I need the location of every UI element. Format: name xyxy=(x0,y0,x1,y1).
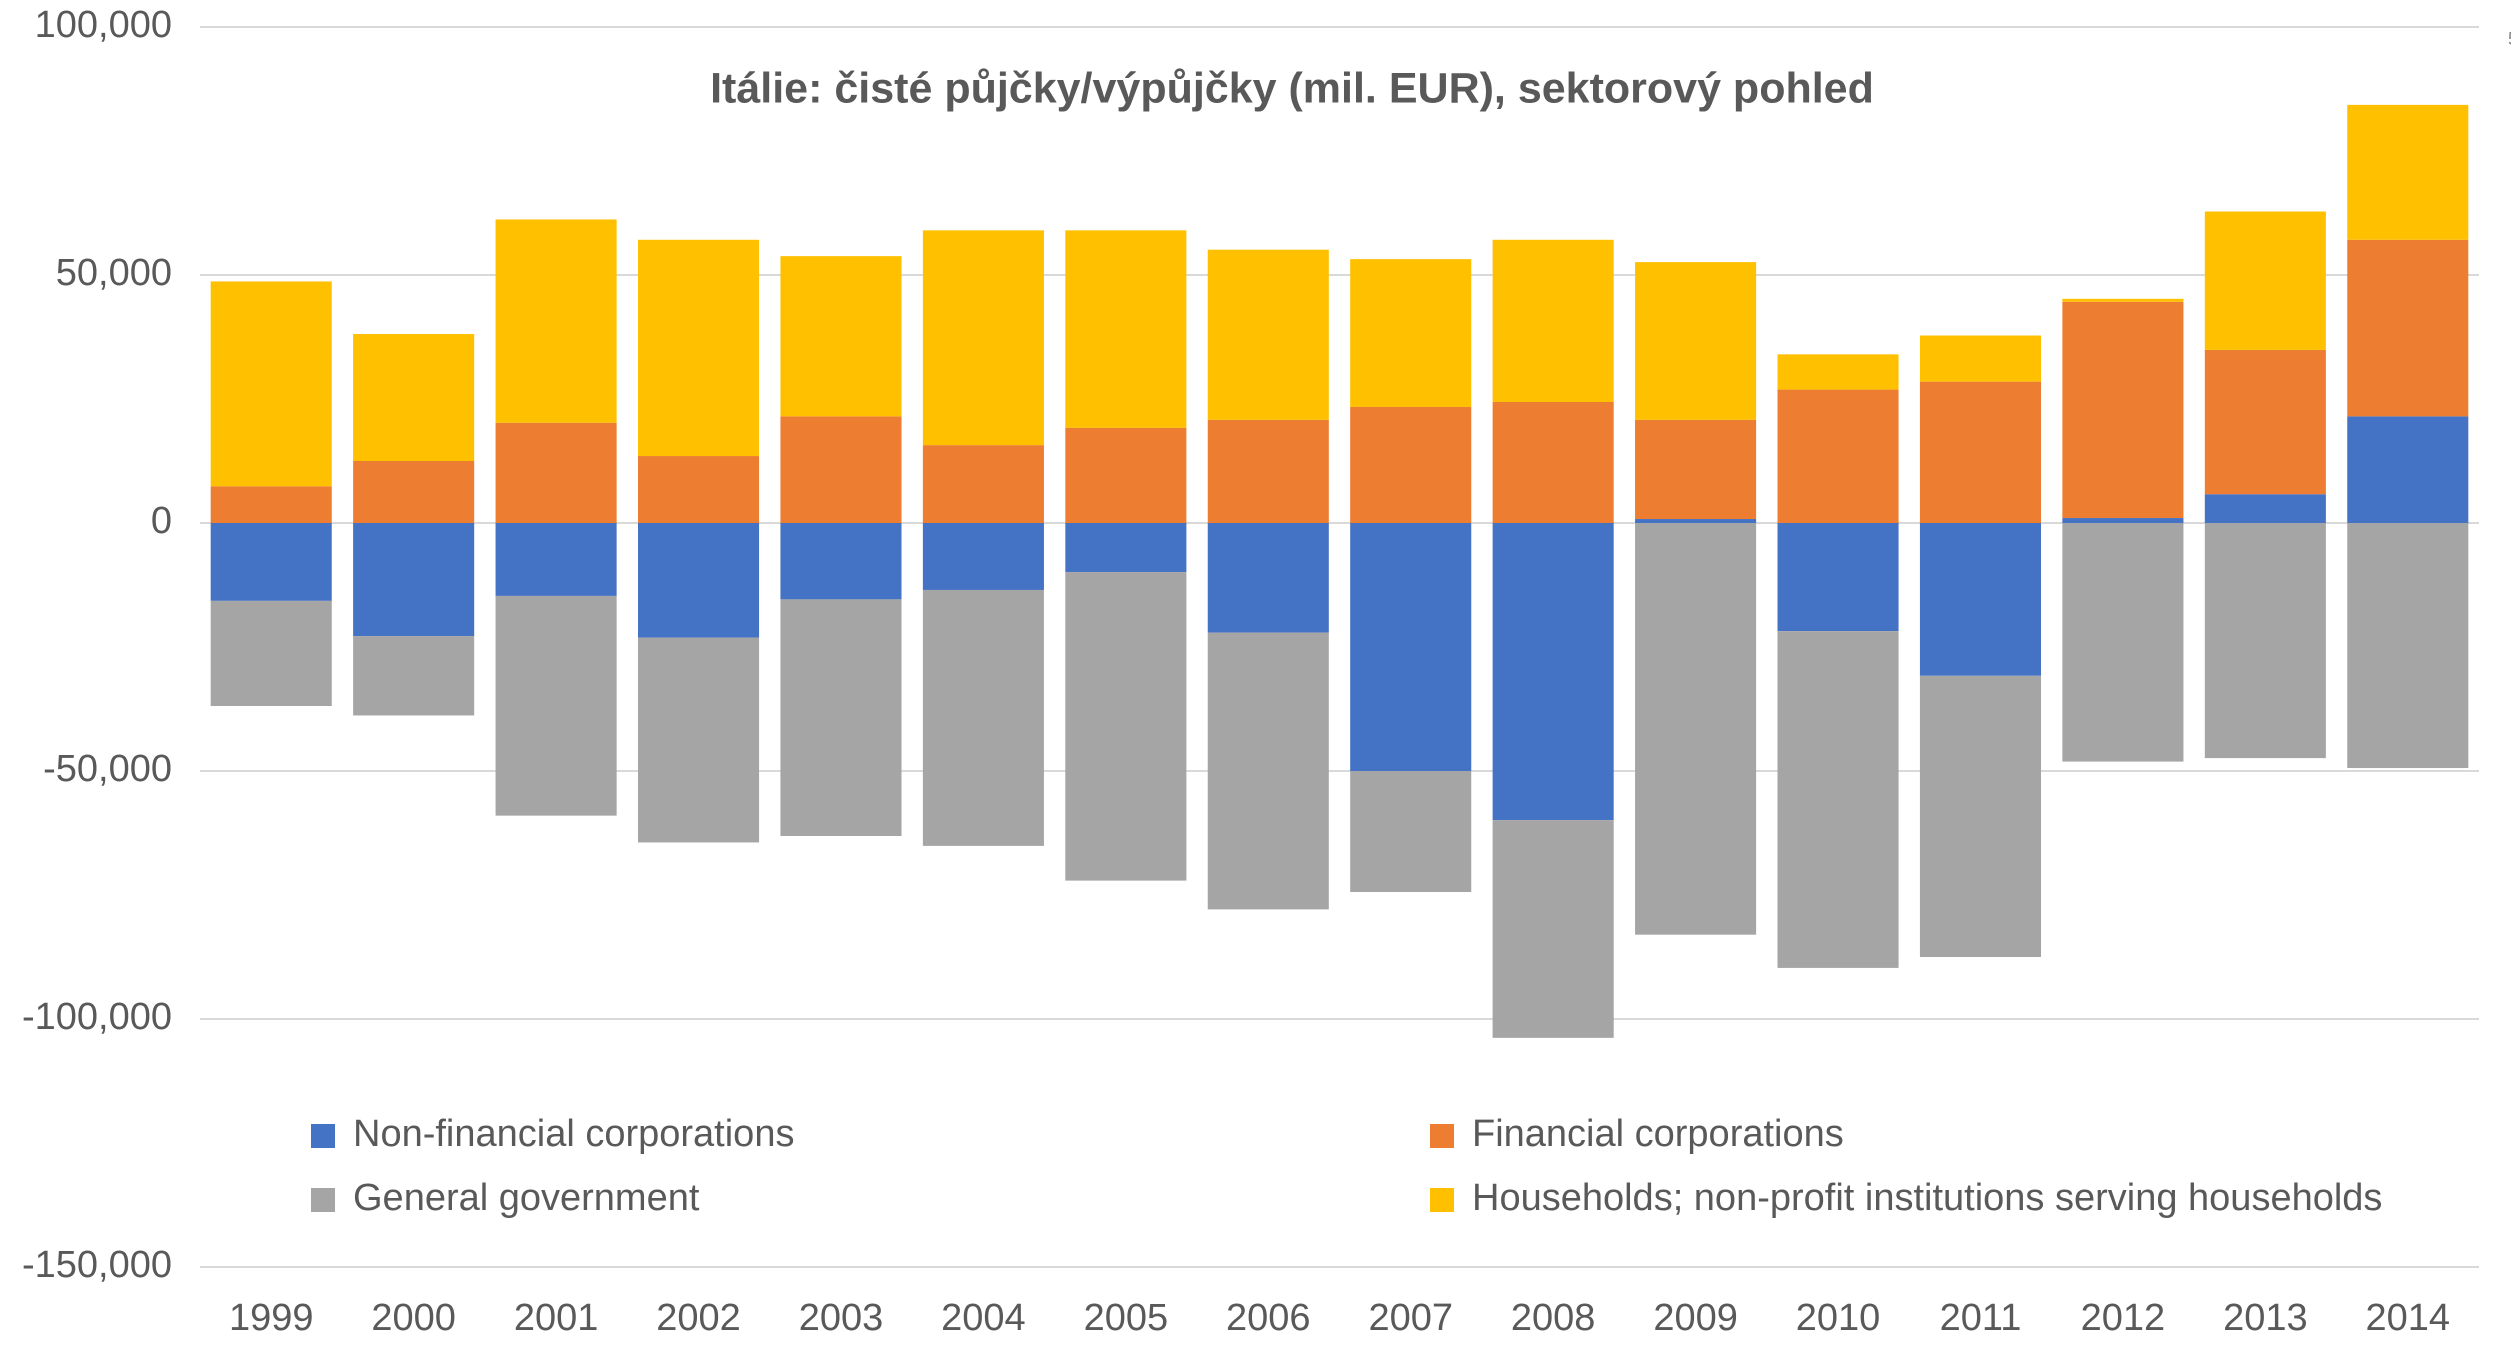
bar-segment xyxy=(922,523,1044,590)
bar-segment xyxy=(1635,262,1757,420)
x-tick-label: 2011 xyxy=(1940,1297,2022,1339)
legend-label: General government xyxy=(353,1177,700,1219)
x-tick-label: 2000 xyxy=(371,1297,456,1339)
bar-segment xyxy=(2204,494,2326,523)
bar-segment xyxy=(922,589,1044,846)
y-tick-label: -50,000 xyxy=(43,748,172,790)
bar-segment xyxy=(353,523,475,637)
bar-segment xyxy=(1350,406,1472,523)
y-tick-label: -150,000 xyxy=(22,1244,172,1286)
bar-segment xyxy=(637,523,760,638)
bars xyxy=(210,104,2469,1038)
legend-swatch xyxy=(1430,1124,1454,1148)
x-tick-label: 2010 xyxy=(1796,1297,1881,1339)
bar-segment xyxy=(2062,298,2184,302)
y-tick-label: 100,000 xyxy=(35,4,172,46)
bar-segment xyxy=(353,636,475,716)
bar-segment xyxy=(1207,632,1329,910)
bar-segment xyxy=(353,461,475,523)
bar-segment xyxy=(780,599,902,836)
bar-segment xyxy=(210,600,332,707)
legend: Non-financial corporations Financial corp… xyxy=(311,1113,2382,1219)
x-tick-label: 2002 xyxy=(656,1297,741,1339)
bar-segment xyxy=(637,456,760,523)
bar-segment xyxy=(2204,349,2326,495)
bar-segment xyxy=(495,595,617,816)
x-tick-label: 2001 xyxy=(514,1297,599,1339)
legend-swatch xyxy=(311,1188,335,1212)
bar-segment xyxy=(210,523,332,601)
x-tick-label: 2005 xyxy=(1084,1297,1169,1339)
bar-segment xyxy=(2204,211,2326,350)
x-tick-label: 2006 xyxy=(1226,1297,1311,1339)
bar-segment xyxy=(1635,523,1757,935)
bar-segment xyxy=(1919,381,2042,523)
legend-swatch xyxy=(1430,1188,1454,1212)
x-tick-label: 2014 xyxy=(2366,1297,2451,1339)
bar-segment xyxy=(1919,335,2042,382)
bar-segment xyxy=(1492,401,1614,523)
page-number: 53 xyxy=(2508,29,2511,49)
bar-segment xyxy=(1207,419,1329,523)
x-tick-label: 2007 xyxy=(1368,1297,1453,1339)
bar-segment xyxy=(2347,416,2469,523)
bar-segment xyxy=(1919,523,2042,676)
legend-swatch xyxy=(311,1124,335,1148)
bar-segment xyxy=(2347,523,2469,769)
bar-segment xyxy=(1777,631,1899,968)
bar-segment xyxy=(922,230,1044,446)
x-tick-label: 2013 xyxy=(2223,1297,2308,1339)
bar-segment xyxy=(1492,820,1614,1038)
bar-segment xyxy=(2062,518,2184,523)
bar-segment xyxy=(1350,771,1472,893)
bar-segment xyxy=(495,523,617,596)
bar-segment xyxy=(1492,239,1614,402)
bar-segment xyxy=(353,334,475,461)
bar-segment xyxy=(1065,427,1187,523)
bar-segment xyxy=(1777,523,1899,632)
legend-label: Households; non-profit institutions serv… xyxy=(1472,1177,2382,1219)
bar-segment xyxy=(780,416,902,523)
chart-title: Itálie: čisté půjčky/výpůjčky (mil. EUR)… xyxy=(710,64,1874,112)
x-tick-label: 1999 xyxy=(229,1297,314,1339)
x-tick-label: 2012 xyxy=(2081,1297,2166,1339)
bar-segment xyxy=(2347,239,2469,417)
bar-segment xyxy=(495,422,617,523)
bar-segment xyxy=(1350,259,1472,407)
legend-label: Non-financial corporations xyxy=(353,1113,794,1155)
bar-segment xyxy=(780,523,902,600)
bar-segment xyxy=(210,281,332,487)
y-tick-label: -100,000 xyxy=(22,996,172,1038)
bar-segment xyxy=(922,445,1044,523)
bar-segment xyxy=(2062,523,2184,762)
x-tick-label: 2008 xyxy=(1511,1297,1596,1339)
bar-segment xyxy=(1207,523,1329,633)
bar-segment xyxy=(780,256,902,417)
bar-segment xyxy=(1492,523,1614,821)
y-tick-label: 50,000 xyxy=(56,252,172,294)
bar-segment xyxy=(2347,104,2469,240)
bar-segment xyxy=(1207,249,1329,420)
bar-segment xyxy=(1350,523,1472,771)
legend-label: Financial corporations xyxy=(1472,1113,1844,1155)
bar-segment xyxy=(1777,354,1899,390)
bar-segment xyxy=(1777,389,1899,523)
bar-segment xyxy=(210,486,332,523)
bar-segment xyxy=(1635,519,1757,523)
bar-segment xyxy=(1635,419,1757,520)
bar-segment xyxy=(495,219,617,423)
x-tick-label: 2009 xyxy=(1653,1297,1738,1339)
bar-segment xyxy=(1065,523,1187,573)
bar-segment xyxy=(1065,230,1187,428)
bar-segment xyxy=(1919,675,2042,957)
bar-segment xyxy=(637,637,760,843)
bar-segment xyxy=(1065,572,1187,881)
bar-segment xyxy=(637,239,760,457)
bar-segment xyxy=(2204,523,2326,759)
bar-segment xyxy=(2062,301,2184,519)
y-tick-label: 0 xyxy=(151,500,172,542)
x-tick-label: 2003 xyxy=(799,1297,884,1339)
x-tick-label: 2004 xyxy=(941,1297,1026,1339)
